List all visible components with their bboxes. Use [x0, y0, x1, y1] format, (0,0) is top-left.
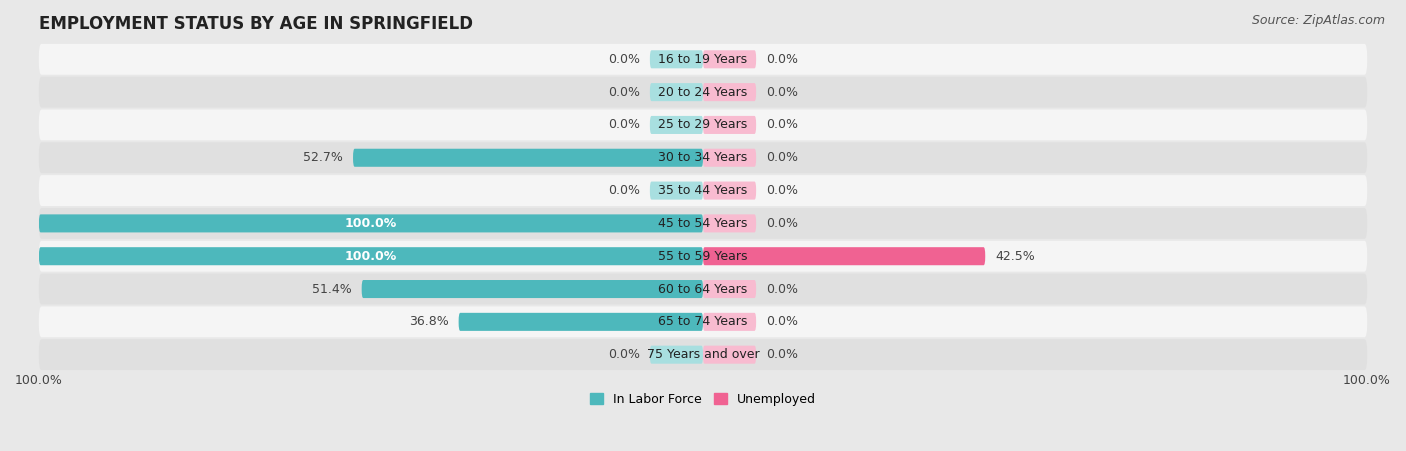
Text: 0.0%: 0.0%: [766, 315, 799, 328]
Text: 0.0%: 0.0%: [766, 86, 799, 99]
Text: 75 Years and over: 75 Years and over: [647, 348, 759, 361]
Text: 30 to 34 Years: 30 to 34 Years: [658, 151, 748, 164]
FancyBboxPatch shape: [703, 345, 756, 364]
FancyBboxPatch shape: [703, 50, 756, 68]
FancyBboxPatch shape: [39, 241, 1367, 272]
Text: 42.5%: 42.5%: [995, 250, 1035, 263]
Text: 45 to 54 Years: 45 to 54 Years: [658, 217, 748, 230]
FancyBboxPatch shape: [703, 149, 756, 167]
FancyBboxPatch shape: [39, 175, 1367, 206]
FancyBboxPatch shape: [703, 182, 756, 200]
FancyBboxPatch shape: [39, 44, 1367, 75]
FancyBboxPatch shape: [39, 77, 1367, 107]
FancyBboxPatch shape: [39, 247, 703, 265]
Text: 0.0%: 0.0%: [607, 119, 640, 131]
Text: 35 to 44 Years: 35 to 44 Years: [658, 184, 748, 197]
FancyBboxPatch shape: [650, 83, 703, 101]
FancyBboxPatch shape: [703, 83, 756, 101]
Text: 51.4%: 51.4%: [312, 282, 352, 295]
FancyBboxPatch shape: [650, 345, 703, 364]
Text: 0.0%: 0.0%: [766, 217, 799, 230]
Text: 0.0%: 0.0%: [607, 53, 640, 66]
Text: 0.0%: 0.0%: [766, 119, 799, 131]
FancyBboxPatch shape: [39, 143, 1367, 173]
Text: 55 to 59 Years: 55 to 59 Years: [658, 250, 748, 263]
FancyBboxPatch shape: [650, 182, 703, 200]
FancyBboxPatch shape: [650, 116, 703, 134]
Text: 0.0%: 0.0%: [766, 282, 799, 295]
Text: EMPLOYMENT STATUS BY AGE IN SPRINGFIELD: EMPLOYMENT STATUS BY AGE IN SPRINGFIELD: [39, 15, 472, 33]
Text: Source: ZipAtlas.com: Source: ZipAtlas.com: [1251, 14, 1385, 27]
Text: 100.0%: 100.0%: [344, 250, 396, 263]
Text: 52.7%: 52.7%: [304, 151, 343, 164]
Text: 60 to 64 Years: 60 to 64 Years: [658, 282, 748, 295]
FancyBboxPatch shape: [703, 214, 756, 232]
Text: 20 to 24 Years: 20 to 24 Years: [658, 86, 748, 99]
Text: 0.0%: 0.0%: [766, 151, 799, 164]
Text: 0.0%: 0.0%: [607, 86, 640, 99]
FancyBboxPatch shape: [39, 306, 1367, 337]
Legend: In Labor Force, Unemployed: In Labor Force, Unemployed: [585, 388, 821, 411]
FancyBboxPatch shape: [39, 274, 1367, 304]
Text: 16 to 19 Years: 16 to 19 Years: [658, 53, 748, 66]
FancyBboxPatch shape: [361, 280, 703, 298]
FancyBboxPatch shape: [353, 149, 703, 167]
FancyBboxPatch shape: [650, 50, 703, 68]
FancyBboxPatch shape: [703, 116, 756, 134]
Text: 100.0%: 100.0%: [344, 217, 396, 230]
FancyBboxPatch shape: [458, 313, 703, 331]
Text: 0.0%: 0.0%: [766, 184, 799, 197]
FancyBboxPatch shape: [703, 313, 756, 331]
FancyBboxPatch shape: [703, 280, 756, 298]
Text: 0.0%: 0.0%: [607, 184, 640, 197]
Text: 65 to 74 Years: 65 to 74 Years: [658, 315, 748, 328]
FancyBboxPatch shape: [39, 214, 703, 232]
Text: 0.0%: 0.0%: [766, 348, 799, 361]
Text: 0.0%: 0.0%: [607, 348, 640, 361]
FancyBboxPatch shape: [39, 339, 1367, 370]
FancyBboxPatch shape: [39, 110, 1367, 140]
FancyBboxPatch shape: [39, 208, 1367, 239]
Text: 36.8%: 36.8%: [409, 315, 449, 328]
Text: 0.0%: 0.0%: [766, 53, 799, 66]
Text: 25 to 29 Years: 25 to 29 Years: [658, 119, 748, 131]
FancyBboxPatch shape: [703, 247, 986, 265]
